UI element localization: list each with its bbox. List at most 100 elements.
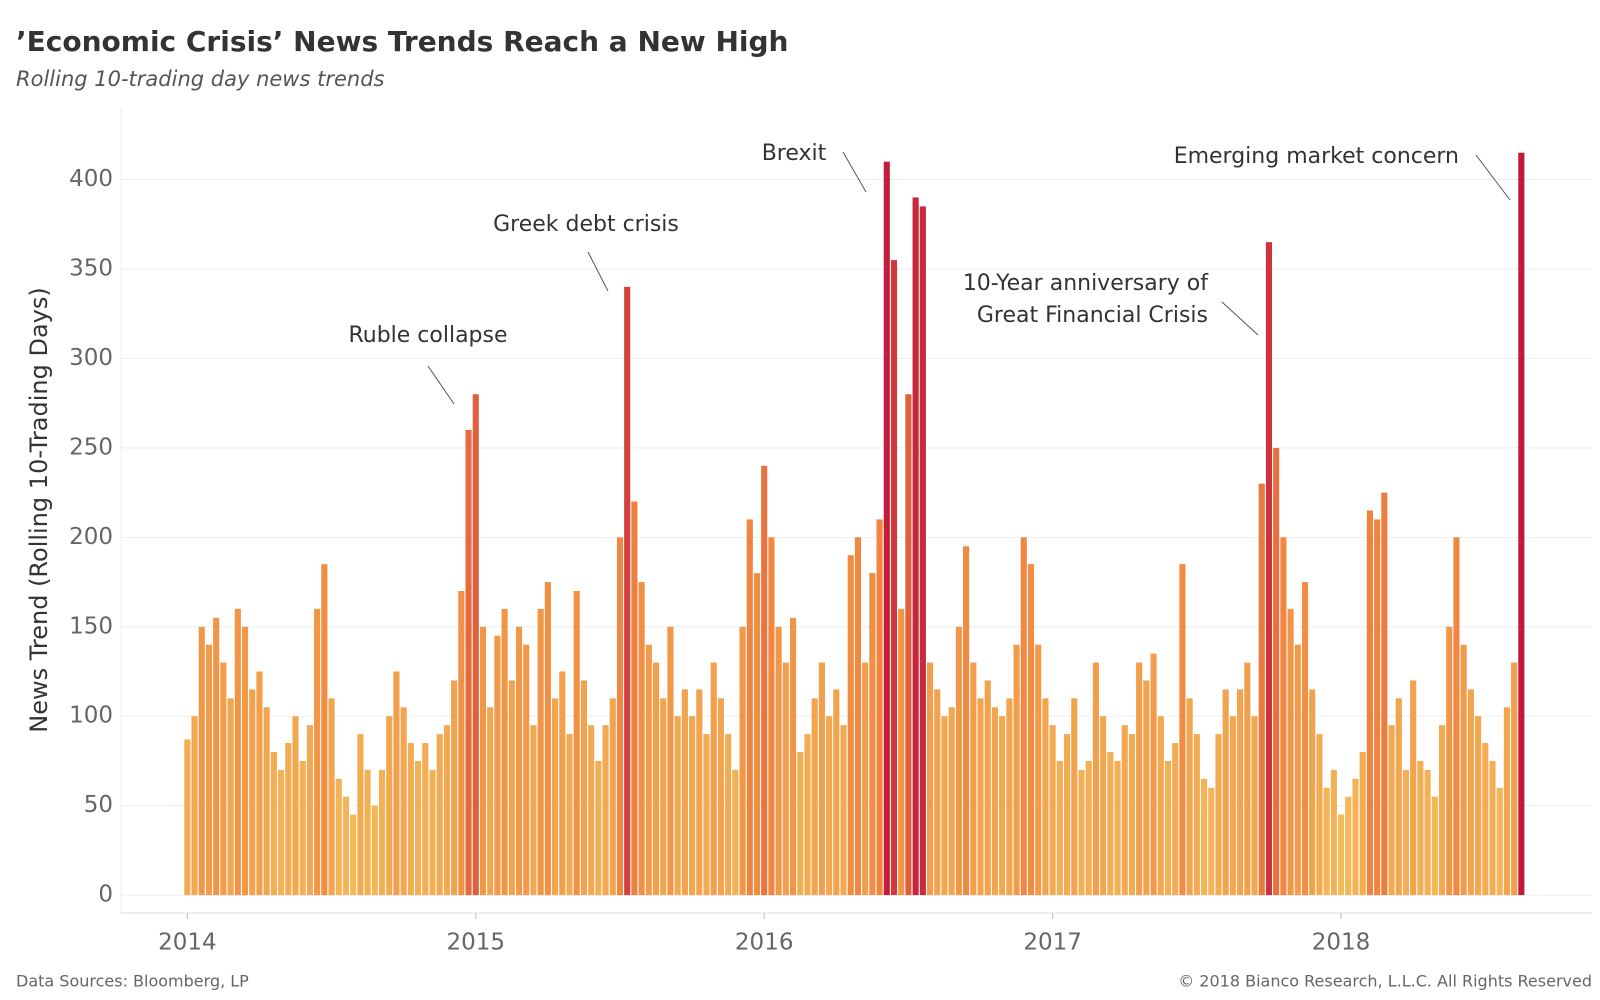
- bar: [1193, 734, 1200, 896]
- bar: [299, 760, 306, 896]
- bar: [1143, 680, 1150, 896]
- x-tick-label: 2016: [735, 930, 794, 956]
- bar: [854, 537, 862, 896]
- bar: [458, 591, 465, 896]
- bar: [1330, 769, 1337, 896]
- bar: [1352, 778, 1359, 896]
- bar: [278, 769, 285, 896]
- bar: [761, 465, 768, 896]
- annotation: Greek debt crisis: [493, 212, 679, 237]
- bar: [552, 698, 559, 896]
- chart-subtitle: Rolling 10-trading day news trends: [16, 67, 385, 91]
- bar: [205, 644, 213, 896]
- bar: [1417, 760, 1424, 896]
- bar: [1085, 760, 1092, 896]
- bar: [1388, 725, 1395, 896]
- callout-line: [1475, 154, 1511, 201]
- bar: [1244, 662, 1251, 896]
- bar: [616, 537, 624, 896]
- bar: [746, 519, 753, 896]
- bar: [386, 716, 393, 896]
- bar: [314, 608, 321, 896]
- bar: [797, 752, 804, 896]
- bar: [487, 707, 494, 896]
- x-tick-label: 2015: [446, 930, 505, 956]
- annotation: Great Financial Crisis: [977, 303, 1208, 328]
- bar: [1301, 582, 1309, 896]
- bar: [732, 769, 739, 896]
- bar: [400, 707, 407, 896]
- annotation: 10-Year anniversary of: [963, 271, 1209, 296]
- bar: [833, 689, 840, 896]
- bar: [984, 680, 991, 896]
- bar: [912, 197, 919, 896]
- bar: [1107, 752, 1114, 896]
- bar: [883, 161, 890, 896]
- bar: [595, 760, 602, 896]
- bar: [811, 698, 818, 896]
- callout-line: [587, 251, 609, 292]
- bar: [905, 394, 912, 896]
- bar: [926, 662, 934, 896]
- bar: [898, 608, 905, 896]
- bar: [292, 716, 299, 896]
- bars: [184, 152, 1525, 896]
- bar: [422, 743, 429, 896]
- y-tick-label: 400: [69, 166, 113, 192]
- bar: [789, 617, 797, 896]
- bar: [1164, 760, 1172, 896]
- bar: [249, 689, 256, 896]
- bar: [1489, 760, 1496, 896]
- bar: [1381, 492, 1388, 896]
- y-tick-label: 350: [69, 256, 113, 282]
- callout-line: [427, 365, 455, 405]
- bar: [371, 805, 378, 896]
- bar: [1006, 698, 1013, 896]
- bar: [443, 725, 450, 896]
- bar: [804, 734, 811, 896]
- bar: [1172, 743, 1179, 896]
- bar: [710, 662, 717, 896]
- bar: [350, 814, 357, 896]
- bar: [1121, 725, 1128, 896]
- bar: [1287, 608, 1294, 896]
- bar: [602, 725, 609, 896]
- bar: [1374, 519, 1381, 896]
- bar: [451, 680, 458, 896]
- bar: [321, 564, 328, 896]
- bar: [530, 725, 537, 896]
- bar: [948, 707, 955, 896]
- bar: [1265, 242, 1273, 896]
- bar: [1136, 662, 1143, 896]
- bar: [1496, 787, 1503, 896]
- y-axis-label: News Trend (Rolling 10-Trading Days): [25, 287, 53, 732]
- bar: [1402, 769, 1410, 896]
- bar: [1078, 769, 1085, 896]
- bar: [955, 626, 962, 896]
- bar: [1482, 743, 1489, 896]
- bar: [1114, 760, 1121, 896]
- bar: [934, 689, 941, 896]
- y-tick-label: 250: [69, 434, 113, 460]
- annotations: [427, 151, 1511, 405]
- bar: [1186, 698, 1193, 896]
- bar: [1294, 644, 1301, 896]
- bar: [1503, 707, 1510, 896]
- y-tick-label: 300: [69, 345, 113, 371]
- bar: [1035, 644, 1042, 896]
- bar: [1229, 716, 1236, 896]
- bar: [479, 626, 487, 896]
- bar: [876, 519, 883, 896]
- bar: [999, 716, 1006, 896]
- bar: [256, 671, 263, 896]
- bar: [963, 546, 970, 896]
- bar: [725, 734, 732, 896]
- bar: [472, 394, 479, 896]
- bar: [1251, 716, 1258, 896]
- y-tick-label: 0: [98, 882, 113, 908]
- bar: [1100, 716, 1107, 896]
- bar: [270, 752, 277, 896]
- bar: [573, 591, 580, 896]
